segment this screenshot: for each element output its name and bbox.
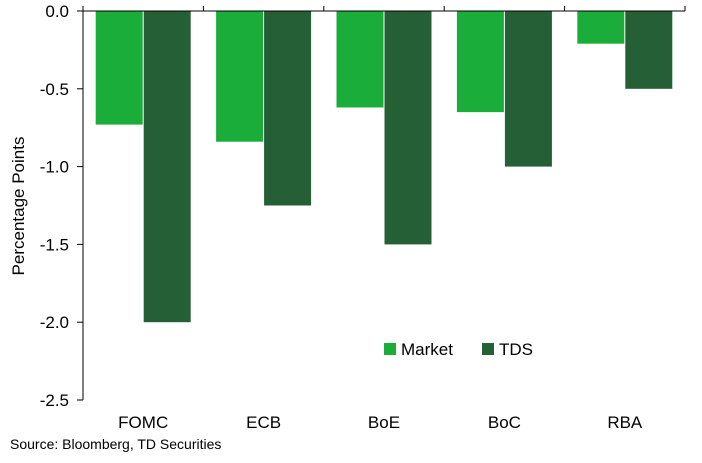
y-tick-label: -1.0 — [40, 158, 69, 177]
bar-market-rba — [577, 11, 625, 44]
y-tick-label: 0.0 — [45, 2, 69, 21]
bar-market-ecb — [216, 11, 264, 142]
bar-market-fomc — [95, 11, 143, 125]
x-tick-label: RBA — [607, 413, 643, 432]
bar-tds-rba — [625, 11, 673, 89]
y-axis-ticks: 0.0 -0.5 -1.0 -1.5 -2.0 -2.5 — [40, 2, 83, 410]
y-tick-label: -2.0 — [40, 313, 69, 332]
bar-market-boc — [456, 11, 504, 113]
bar-tds-boc — [504, 11, 552, 167]
y-tick-label: -1.5 — [40, 235, 69, 254]
x-tick-label: BoC — [488, 413, 521, 432]
bar-market-boe — [336, 11, 384, 108]
y-tick-label: -0.5 — [40, 80, 69, 99]
legend-label-tds: TDS — [499, 340, 533, 359]
legend-swatch-market — [384, 343, 396, 355]
bars — [95, 11, 673, 323]
source-note: Source: Bloomberg, TD Securities — [10, 436, 222, 452]
x-tick-label: FOMC — [118, 413, 168, 432]
bar-tds-fomc — [143, 11, 191, 323]
x-axis-tick-labels: FOMC ECB BoE BoC RBA — [118, 413, 643, 432]
axes — [82, 6, 686, 400]
x-tick-label: ECB — [246, 413, 281, 432]
legend-swatch-tds — [482, 343, 494, 355]
legend-label-market: Market — [401, 340, 453, 359]
x-tick-label: BoE — [368, 413, 400, 432]
y-axis-label: Percentage Points — [9, 137, 28, 276]
legend: Market TDS — [384, 340, 533, 359]
y-tick-label: -2.5 — [40, 391, 69, 410]
bar-tds-boe — [384, 11, 432, 245]
bar-tds-ecb — [264, 11, 312, 206]
